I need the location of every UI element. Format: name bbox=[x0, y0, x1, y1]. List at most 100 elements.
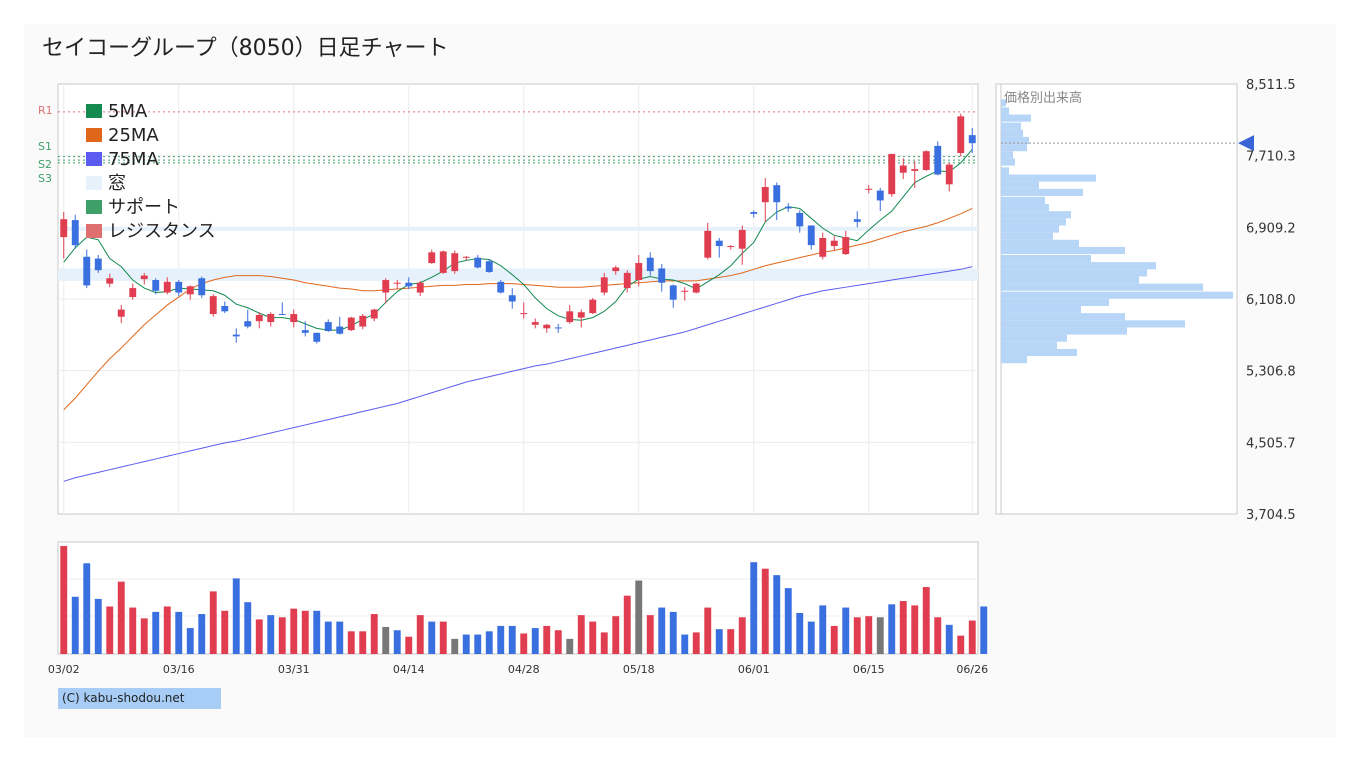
candle-body bbox=[474, 257, 482, 268]
volume-bar bbox=[129, 607, 137, 654]
candle-body bbox=[439, 251, 447, 273]
candle-body bbox=[278, 314, 286, 316]
y-tick-label: 6,108.0 bbox=[1246, 293, 1296, 308]
volume-bar bbox=[704, 607, 712, 654]
profile-bar bbox=[1001, 174, 1096, 182]
volume-bar bbox=[750, 562, 758, 654]
x-tick-label: 03/31 bbox=[278, 663, 310, 676]
volume-bar bbox=[163, 606, 171, 654]
volume-bar bbox=[497, 625, 505, 654]
volume-bar bbox=[347, 631, 355, 654]
volume-bar bbox=[807, 621, 815, 654]
candle-body bbox=[462, 256, 470, 258]
legend-label: サポート bbox=[108, 197, 180, 218]
volume-bar bbox=[175, 611, 183, 654]
x-tick-label: 06/26 bbox=[956, 663, 988, 676]
profile-bar bbox=[1001, 262, 1156, 270]
volume-bar bbox=[382, 627, 390, 654]
candle-body bbox=[773, 185, 781, 203]
volume-bar bbox=[531, 628, 539, 654]
candle-body bbox=[244, 321, 252, 327]
volume-bar bbox=[899, 601, 907, 654]
candle-body bbox=[117, 309, 125, 317]
profile-bar bbox=[1001, 218, 1066, 226]
legend-swatch bbox=[86, 176, 102, 190]
x-tick-label: 04/28 bbox=[508, 663, 540, 676]
volume-bar bbox=[232, 578, 240, 654]
profile-bar bbox=[1001, 283, 1203, 291]
volume-bar bbox=[474, 634, 482, 654]
candle-body bbox=[819, 237, 827, 257]
candle-body bbox=[911, 169, 919, 171]
volume-bar bbox=[244, 602, 252, 654]
candle-body bbox=[60, 219, 68, 238]
profile-bar bbox=[1001, 144, 1027, 152]
volume-bar bbox=[336, 621, 344, 654]
volume-bar bbox=[416, 615, 424, 654]
candle-body bbox=[152, 280, 160, 291]
s1-label: S1 bbox=[38, 140, 52, 153]
volume-bar bbox=[784, 588, 792, 654]
r1-label: R1 bbox=[38, 104, 53, 117]
x-tick-label: 06/01 bbox=[738, 663, 770, 676]
candle-body bbox=[957, 116, 965, 154]
candle-body bbox=[669, 285, 677, 300]
profile-bar bbox=[1001, 269, 1147, 277]
volume-bar bbox=[658, 607, 666, 654]
page-title: セイコーグループ（8050）日足チャート bbox=[42, 36, 449, 61]
candle-body bbox=[784, 206, 792, 209]
profile-bar bbox=[1001, 298, 1109, 306]
profile-bar bbox=[1001, 196, 1045, 205]
volume-bar bbox=[646, 615, 654, 654]
volume-bar bbox=[738, 617, 746, 654]
candle-body bbox=[704, 230, 712, 258]
legend-label: 25MA bbox=[108, 125, 159, 146]
profile-bar bbox=[1001, 232, 1053, 240]
volume-bar bbox=[520, 633, 528, 654]
volume-bar bbox=[221, 610, 229, 654]
candle-body bbox=[715, 240, 723, 247]
x-tick-label: 04/14 bbox=[393, 663, 425, 676]
volume-bar bbox=[589, 621, 597, 654]
volume-bar bbox=[773, 575, 781, 654]
candle-body bbox=[416, 282, 424, 293]
legend-label: 窓 bbox=[108, 173, 126, 194]
profile-bar bbox=[1001, 211, 1071, 219]
candle-body bbox=[497, 281, 505, 293]
volume-profile-label: 価格別出来高 bbox=[1004, 90, 1082, 106]
candle-body bbox=[221, 305, 229, 312]
x-tick-label: 05/18 bbox=[623, 663, 655, 676]
candle-body bbox=[658, 268, 666, 283]
volume-bar bbox=[301, 610, 309, 654]
volume-bar bbox=[922, 587, 930, 654]
legend-label: 75MA bbox=[108, 149, 159, 170]
volume-bar bbox=[554, 630, 562, 654]
candle-body bbox=[106, 278, 114, 284]
volume-bar bbox=[278, 617, 286, 654]
candle-body bbox=[71, 220, 79, 246]
candle-body bbox=[577, 312, 585, 318]
volume-bar bbox=[727, 629, 735, 654]
profile-bar bbox=[1001, 305, 1081, 314]
volume-bar bbox=[152, 611, 160, 654]
volume-bar bbox=[370, 614, 378, 654]
candle-body bbox=[520, 313, 528, 315]
volume-panel bbox=[57, 541, 979, 655]
volume-bar bbox=[761, 568, 769, 654]
y-tick-label: 4,505.7 bbox=[1246, 436, 1296, 451]
candle-body bbox=[922, 151, 930, 171]
profile-bar bbox=[1001, 122, 1021, 130]
candle-body bbox=[968, 135, 976, 144]
volume-bar bbox=[830, 625, 838, 654]
candle-body bbox=[865, 188, 873, 190]
volume-bar bbox=[612, 616, 620, 654]
candle-body bbox=[405, 282, 413, 287]
candle-body bbox=[209, 296, 217, 315]
volume-bar bbox=[71, 596, 79, 654]
profile-bar bbox=[1001, 225, 1059, 233]
support-resistance-lines bbox=[58, 111, 978, 164]
s3-label: S3 bbox=[38, 172, 52, 185]
volume-bar bbox=[60, 546, 68, 654]
volume-bar bbox=[623, 595, 631, 654]
